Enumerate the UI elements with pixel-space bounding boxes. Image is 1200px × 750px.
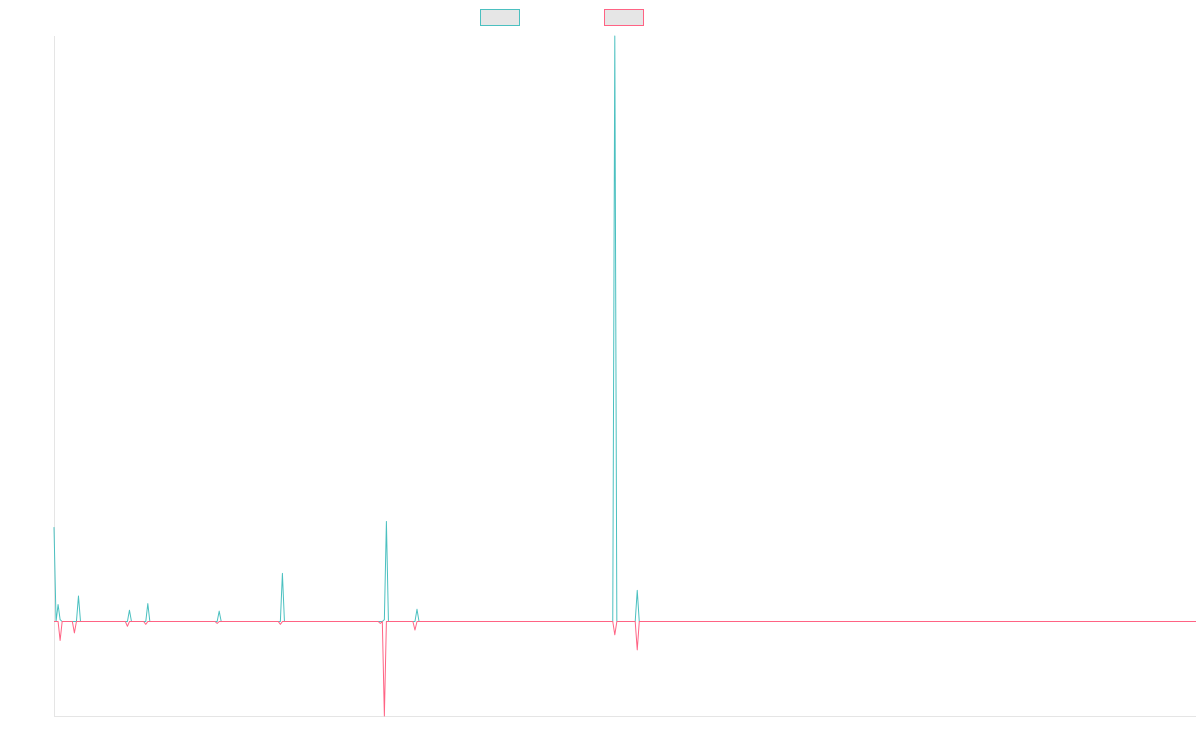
series-line-1[interactable] (53, 35, 1196, 623)
legend-swatch-series-2[interactable] (604, 9, 644, 26)
series-layer (53, 35, 1196, 717)
legend-swatch-series-1[interactable] (480, 9, 520, 26)
series-line-2[interactable] (54, 621, 1196, 717)
